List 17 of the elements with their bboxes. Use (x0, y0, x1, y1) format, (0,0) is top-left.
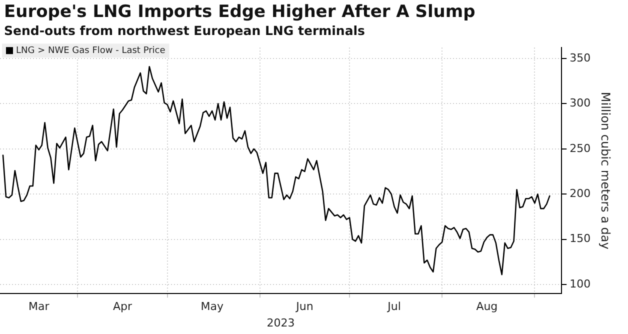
y-tick-label: 100 (570, 277, 591, 290)
y-tick-label: 150 (570, 232, 591, 246)
y-axis-title: Million cubic meters a day (598, 92, 613, 250)
chart-subtitle: Send-outs from northwest European LNG terminals (3, 22, 366, 38)
x-tick-label: Mar (28, 300, 50, 314)
legend-label: LNG > NWE Gas Flow - Last Price (16, 46, 166, 56)
x-tick-label: May (200, 300, 224, 314)
chart-title: Europe's LNG Imports Edge Higher After A Slump (3, 1, 476, 22)
y-tick-label: 300 (570, 96, 591, 110)
x-tick-label: Jul (386, 300, 401, 314)
x-tick-label: Jun (295, 300, 314, 314)
y-tick-label: 200 (570, 186, 591, 200)
x-tick-label: Apr (112, 300, 132, 314)
x-tick-label: Aug (476, 300, 498, 314)
y-tick-label: 350 (570, 51, 591, 64)
y-tick-label: 250 (570, 142, 591, 155)
x-axis-title: 2023 (266, 316, 295, 330)
